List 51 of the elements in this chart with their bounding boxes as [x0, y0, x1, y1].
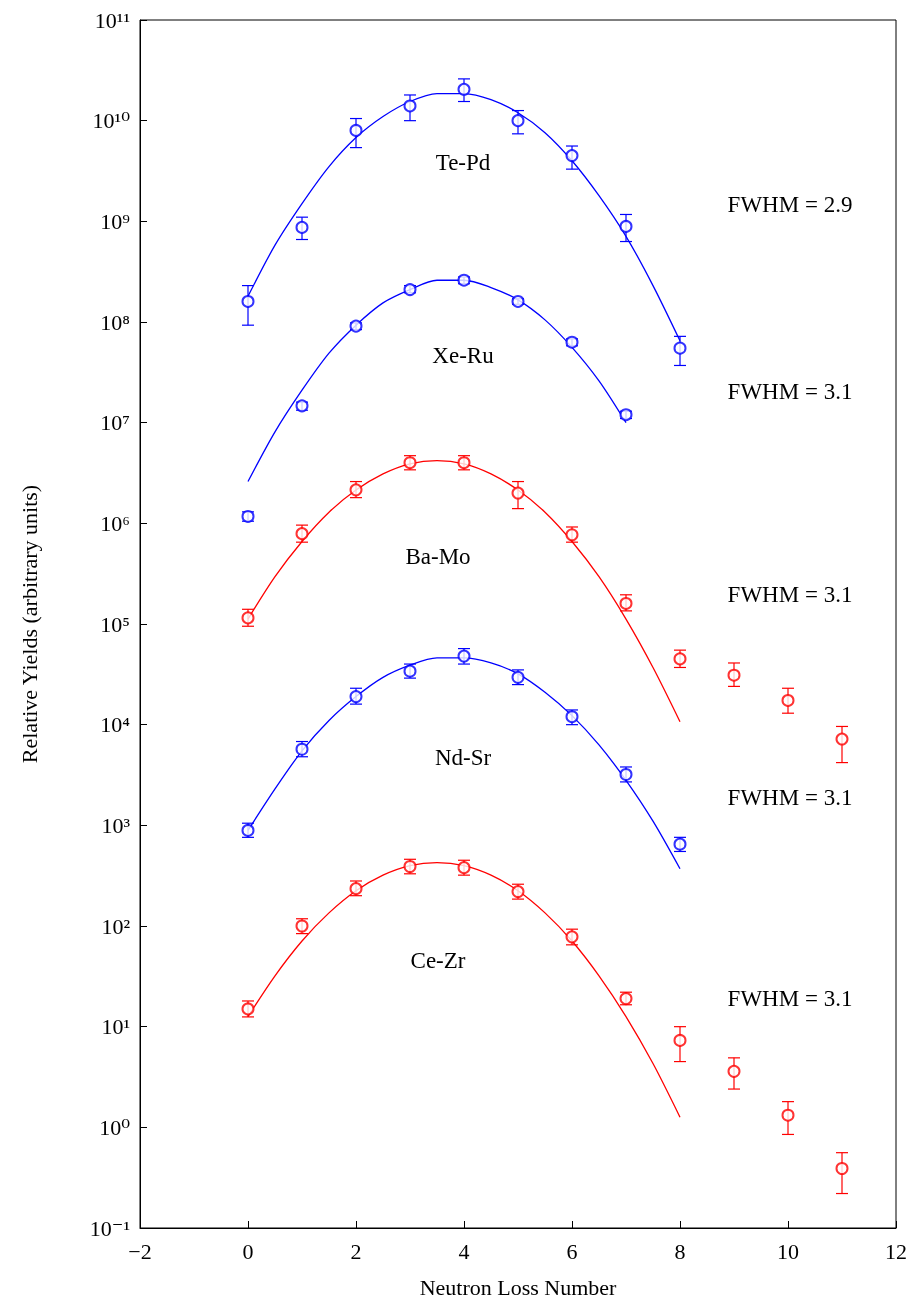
point	[781, 1108, 795, 1122]
point	[565, 149, 579, 163]
point	[673, 341, 687, 355]
y-tick-label: 10⁴	[100, 712, 131, 738]
y-tick-label: 10⁶	[100, 510, 130, 536]
point	[511, 114, 525, 128]
x-axis-title: Neutron Loss Number	[419, 1274, 618, 1300]
point	[403, 99, 417, 113]
point	[781, 693, 795, 707]
x-tick-label: 8	[674, 1238, 686, 1264]
y-tick-label: 10¹¹	[94, 7, 130, 33]
annotation: Te-Pd	[435, 149, 491, 175]
point	[295, 220, 309, 234]
point	[241, 294, 255, 308]
y-tick-label: 10³	[101, 812, 131, 838]
annotation: Ce-Zr	[410, 947, 466, 973]
y-tick-label: 10⁸	[100, 309, 130, 335]
annotation: FWHM = 3.1	[727, 581, 853, 607]
x-tick-label: 6	[566, 1238, 578, 1264]
point	[727, 1064, 741, 1078]
point	[349, 123, 363, 137]
annotation: FWHM = 3.1	[727, 378, 853, 404]
annotation: FWHM = 3.1	[727, 985, 853, 1011]
x-tick-label: 4	[458, 1238, 470, 1264]
x-tick-label: 0	[242, 1238, 254, 1264]
point	[727, 668, 741, 682]
annotation: FWHM = 2.9	[727, 191, 853, 217]
point	[511, 486, 525, 500]
y-axis-title: Relative Yields (arbitrary units)	[16, 484, 42, 764]
y-tick-label: 10⁻¹	[89, 1215, 130, 1241]
annotation: Nd-Sr	[434, 744, 492, 770]
point	[619, 219, 633, 233]
x-tick-label: 12	[885, 1238, 907, 1264]
y-tick-label: 10⁰	[99, 1114, 131, 1140]
y-tick-label: 10⁵	[100, 611, 130, 637]
point	[457, 82, 471, 96]
y-tick-label: 10⁹	[100, 208, 131, 234]
y-tick-label: 10²	[101, 913, 131, 939]
y-tick-label: 10¹⁰	[92, 108, 131, 134]
point	[511, 294, 525, 308]
x-tick-label: 10	[777, 1238, 799, 1264]
point	[835, 732, 849, 746]
x-tick-label: 2	[350, 1238, 362, 1264]
y-tick-label: 10¹	[101, 1014, 130, 1040]
y-tick-label: 10⁷	[100, 410, 130, 436]
annotation: Xe-Ru	[432, 342, 495, 368]
annotation: Ba-Mo	[405, 543, 471, 569]
point	[673, 1033, 687, 1047]
point	[835, 1162, 849, 1175]
x-tick-label: −2	[128, 1238, 152, 1264]
annotation: FWHM = 3.1	[727, 784, 853, 810]
